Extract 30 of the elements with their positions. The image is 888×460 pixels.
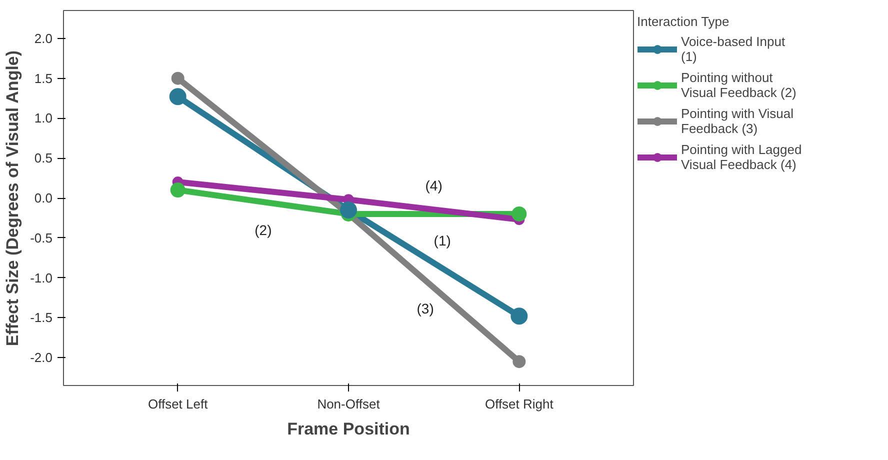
point [171, 72, 184, 85]
y-tick-label: -2.0 [30, 350, 53, 366]
point [512, 355, 526, 368]
legend-label: Pointing without Visual Feedback (2) [681, 70, 796, 100]
x-axis-title: Frame Position [287, 420, 410, 438]
y-tick-label: -1.5 [30, 310, 53, 326]
point [169, 88, 186, 106]
x-tick-label: Non-Offset [317, 396, 380, 412]
point [510, 308, 528, 325]
point [170, 182, 186, 198]
x-tick-label: Offset Right [484, 396, 554, 412]
legend-label: Pointing with Visual Feedback (3) [681, 106, 794, 136]
y-tick-label: 0.5 [34, 150, 53, 166]
legend-title: Interaction Type [637, 14, 730, 29]
y-tick-label: -0.5 [30, 230, 53, 246]
point [340, 201, 357, 218]
y-tick-label: 1.0 [34, 110, 53, 126]
legend-label: Pointing with Lagged Visual Feedback (4) [681, 142, 802, 172]
annotation: (4) [425, 178, 442, 194]
y-tick-label: 1.5 [34, 70, 53, 86]
y-tick-label: -1.0 [30, 270, 53, 286]
y-tick-label: 2.0 [34, 30, 53, 46]
annotation: (3) [416, 300, 434, 316]
y-axis-title: Effect Size (Degrees of Visual Angle) [3, 50, 22, 346]
annotation: (2) [254, 222, 272, 238]
annotation: (1) [434, 232, 451, 248]
x-tick-label: Offset Left [148, 396, 208, 412]
legend-label: Voice-based Input (1) [681, 34, 786, 64]
point [512, 206, 527, 222]
y-tick-label: 0.0 [34, 190, 53, 206]
